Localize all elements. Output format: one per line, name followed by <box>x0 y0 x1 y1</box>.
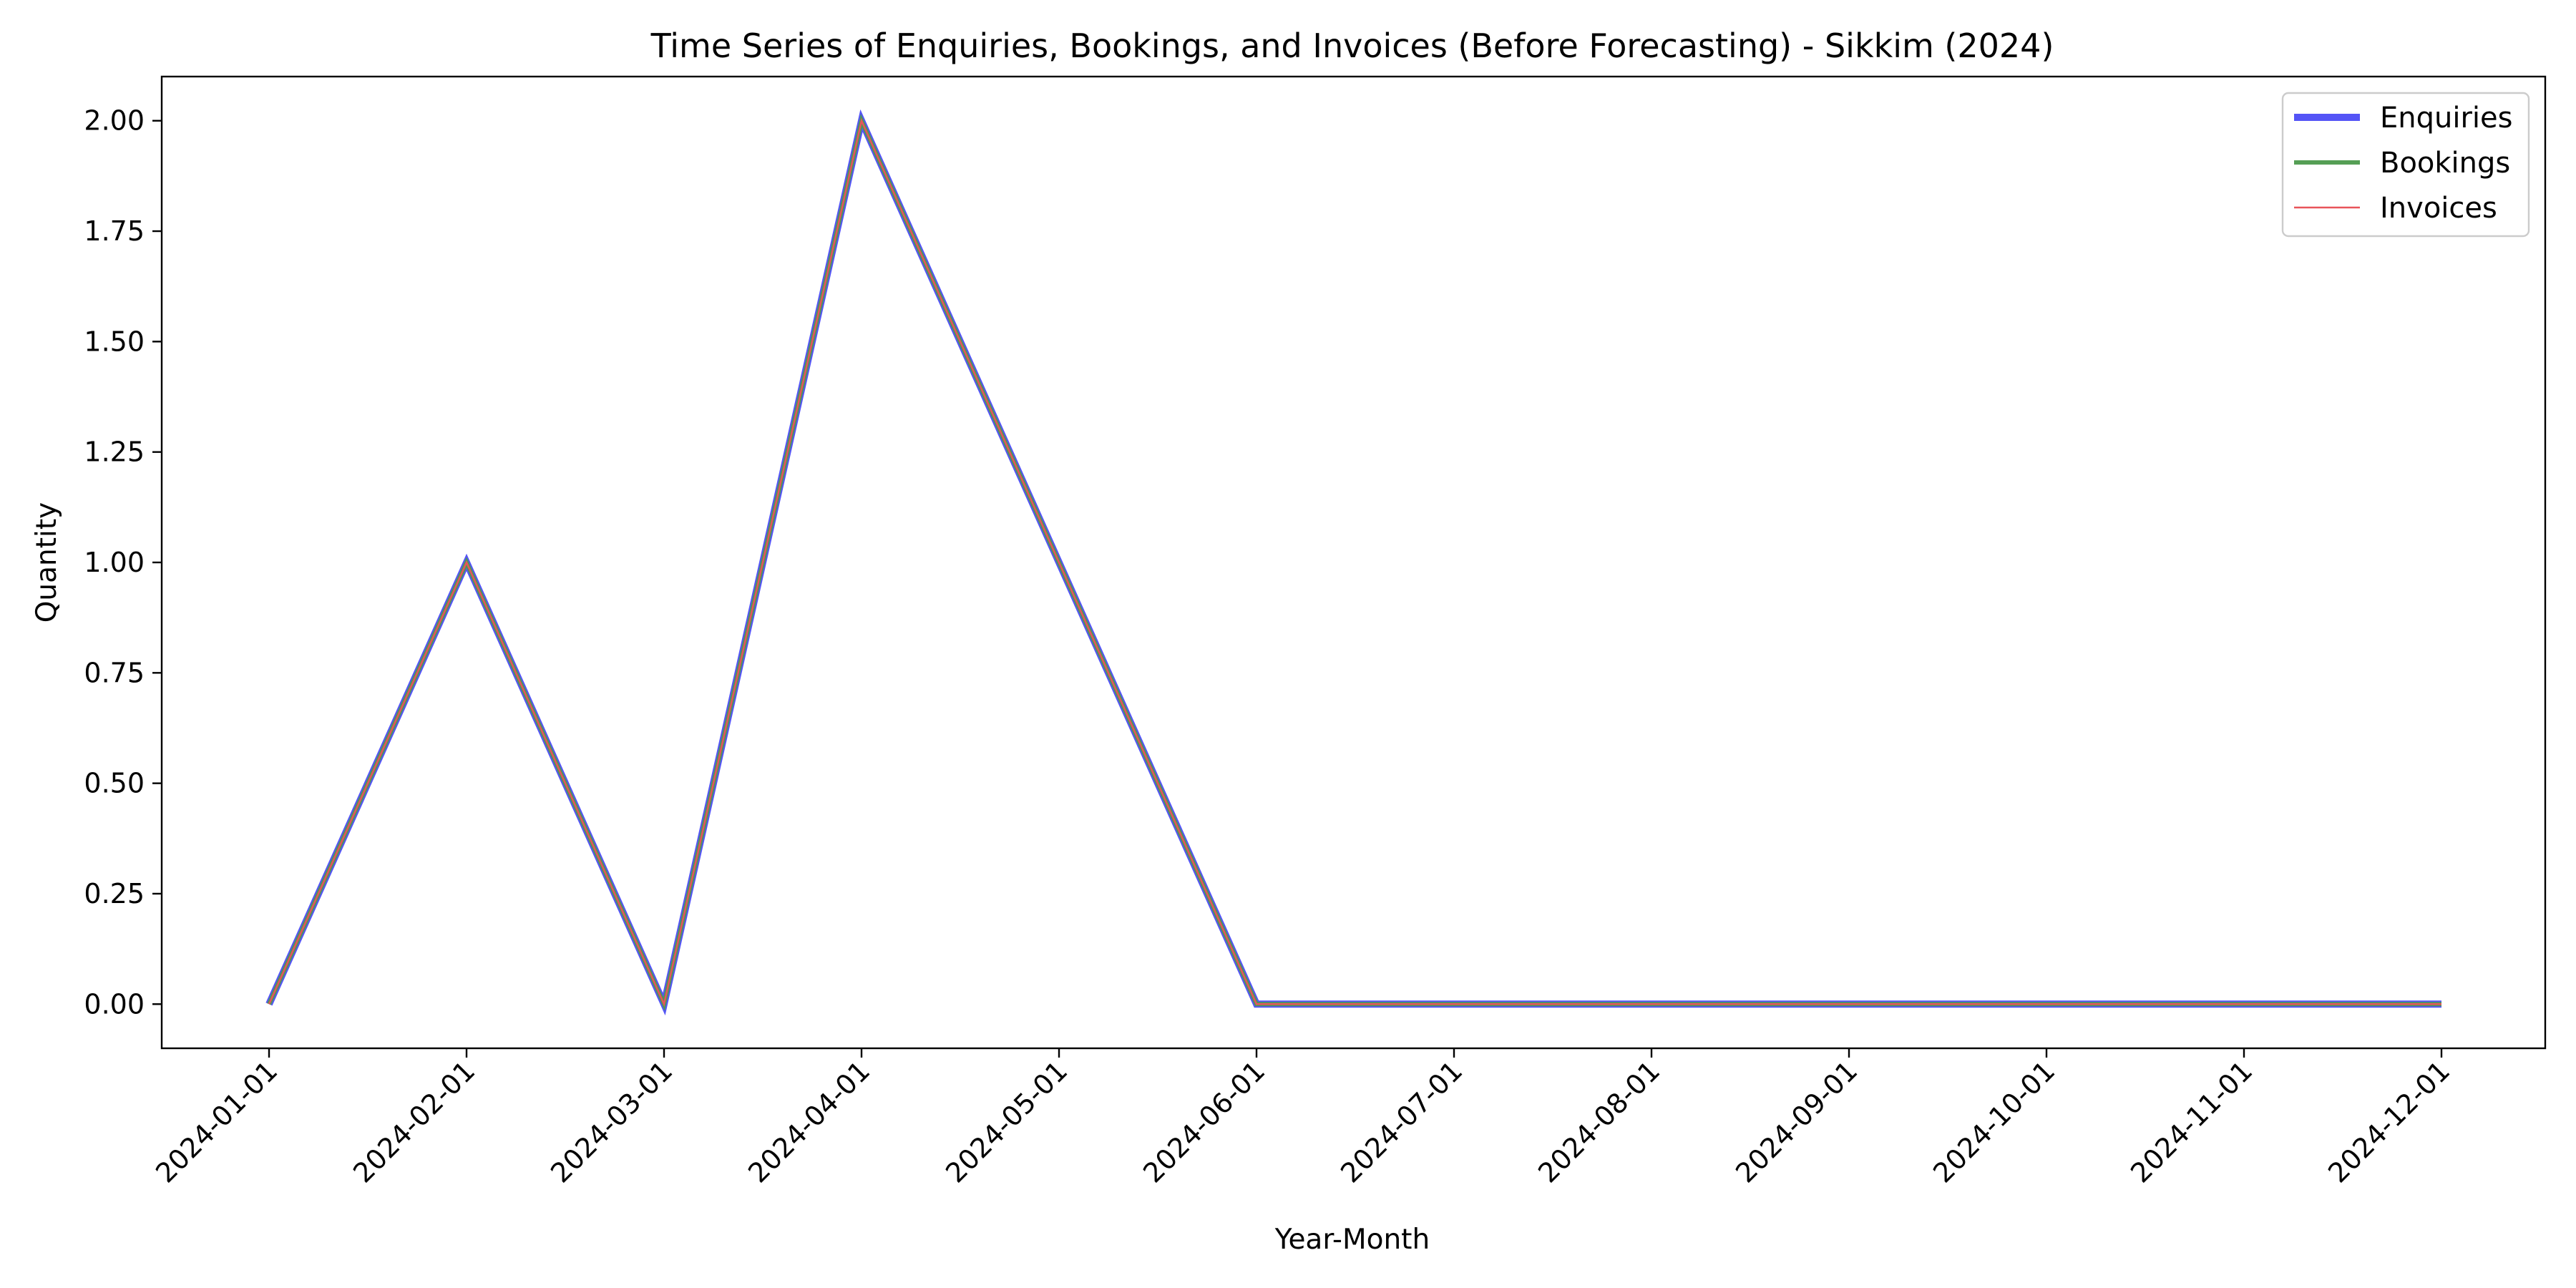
y-tick-label: 2.00 <box>84 105 145 137</box>
series-layer <box>265 109 2441 1016</box>
plot-frame <box>160 75 2547 1050</box>
y-tick-label: 1.50 <box>84 326 145 357</box>
legend: Enquiries Bookings Invoices <box>2281 92 2530 238</box>
y-tick-label: 1.75 <box>84 215 145 247</box>
chart-title: Time Series of Enquiries, Bookings, and … <box>650 26 2054 65</box>
y-tick-label: 0.50 <box>84 768 145 799</box>
y-tick-label: 1.00 <box>84 547 145 578</box>
y-tick-label: 0.75 <box>84 657 145 688</box>
y-axis: 0.00 0.25 0.50 0.75 1.00 1.25 1.50 1.75 2.00 <box>84 105 162 1020</box>
series-line-invoices <box>268 117 2441 1008</box>
legend-label-invoices: Invoices <box>2380 192 2497 225</box>
y-tick-label: 0.00 <box>84 988 145 1020</box>
x-axis-label: Year-Month <box>1274 1224 1430 1256</box>
y-tick-label: 0.25 <box>84 878 145 909</box>
y-tick-label: 1.25 <box>84 436 145 468</box>
legend-box <box>2281 92 2530 238</box>
legend-label-bookings: Bookings <box>2380 147 2510 180</box>
legend-label-enquiries: Enquiries <box>2380 102 2513 135</box>
y-axis-label: Quantity <box>31 502 63 623</box>
